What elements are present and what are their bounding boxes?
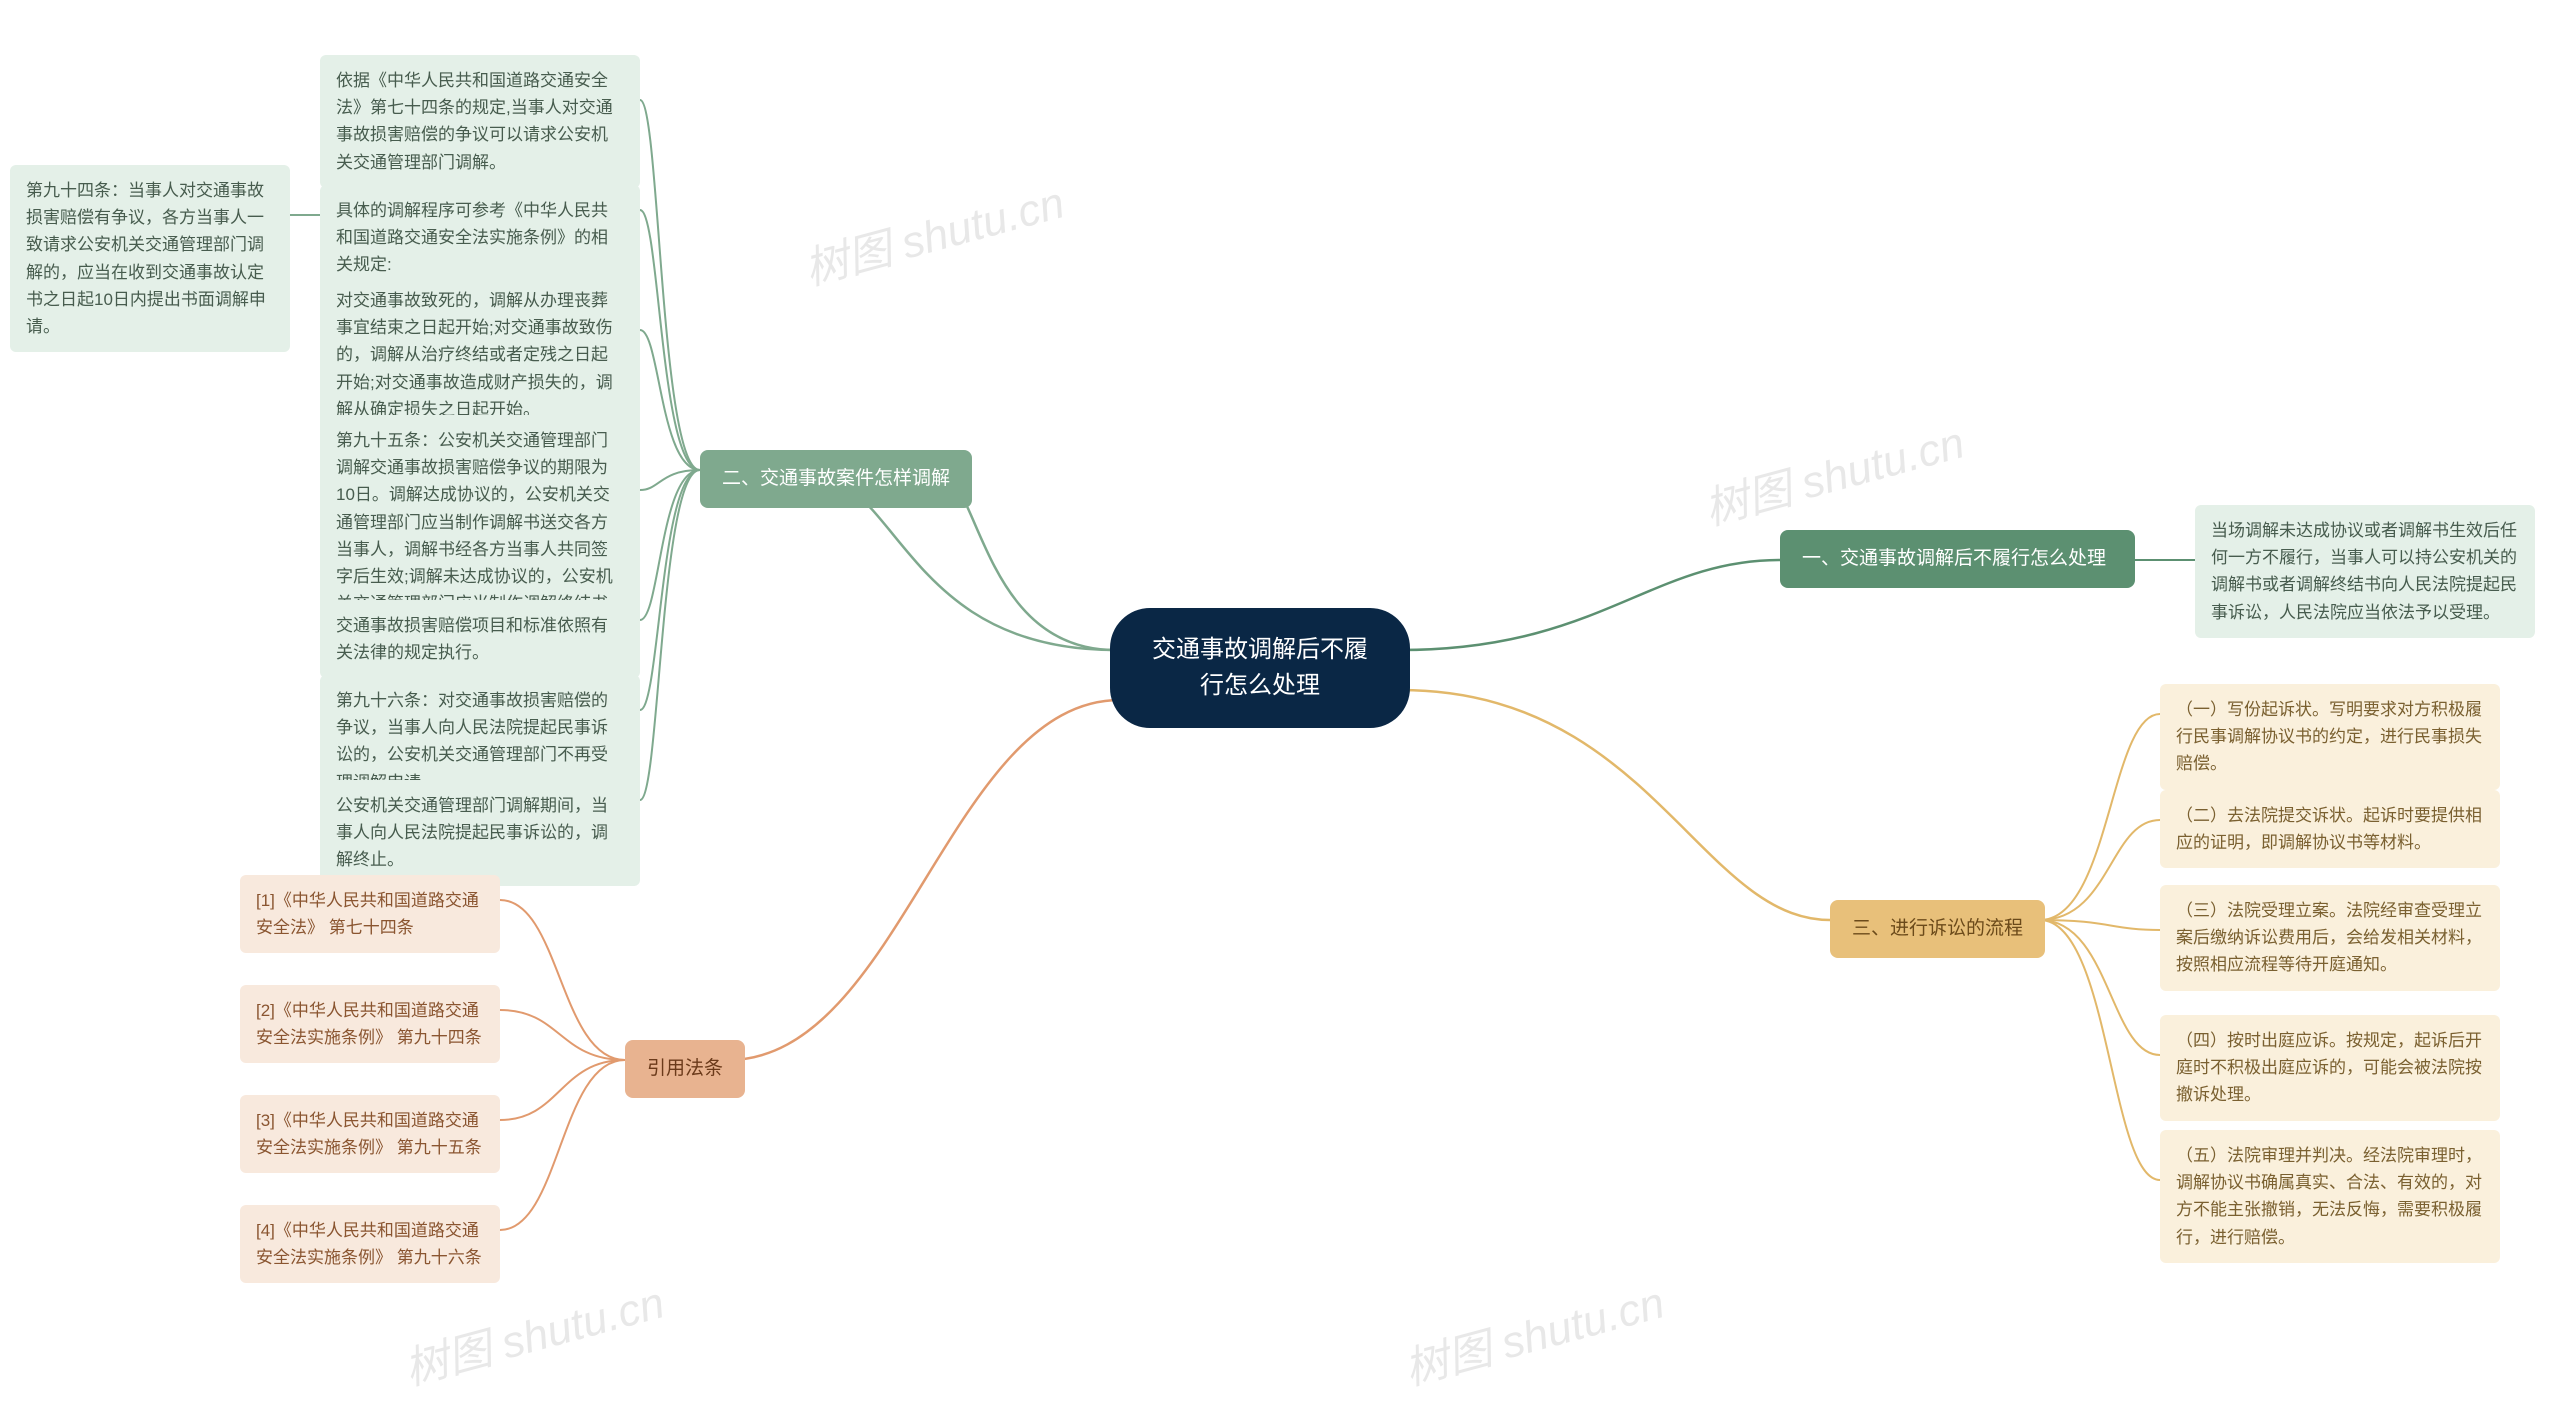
watermark: 树图 shutu.cn [1696, 407, 1970, 538]
leaf-b4-4[interactable]: [4]《中华人民共和国道路交通安全法实施条例》 第九十六条 [240, 1205, 500, 1283]
leaf-b3-3[interactable]: （三）法院受理立案。法院经审查受理立案后缴纳诉讼费用后，会给发相关材料，按照相应… [2160, 885, 2500, 991]
leaf-b4-1[interactable]: [1]《中华人民共和国道路交通安全法》 第七十四条 [240, 875, 500, 953]
branch-4[interactable]: 引用法条 [625, 1040, 745, 1098]
branch-3[interactable]: 三、进行诉讼的流程 [1830, 900, 2045, 958]
leaf-b3-5[interactable]: （五）法院审理并判决。经法院审理时，调解协议书确属真实、合法、有效的，对方不能主… [2160, 1130, 2500, 1263]
root-node[interactable]: 交通事故调解后不履行怎么处理 [1110, 608, 1410, 728]
watermark: 树图 shutu.cn [396, 1267, 670, 1398]
leaf-b4-2[interactable]: [2]《中华人民共和国道路交通安全法实施条例》 第九十四条 [240, 985, 500, 1063]
leaf-b2-3[interactable]: 对交通事故致死的，调解从办理丧葬事宜结束之日起开始;对交通事故致伤的，调解从治疗… [320, 275, 640, 435]
leaf-b2-1[interactable]: 依据《中华人民共和国道路交通安全法》第七十四条的规定,当事人对交通事故损害赔偿的… [320, 55, 640, 188]
watermark: 树图 shutu.cn [796, 167, 1070, 298]
leaf-b2-7[interactable]: 公安机关交通管理部门调解期间，当事人向人民法院提起民事诉讼的，调解终止。 [320, 780, 640, 886]
leaf-b2-5[interactable]: 交通事故损害赔偿项目和标准依照有关法律的规定执行。 [320, 600, 640, 678]
leaf-b4-3[interactable]: [3]《中华人民共和国道路交通安全法实施条例》 第九十五条 [240, 1095, 500, 1173]
branch-1[interactable]: 一、交通事故调解后不履行怎么处理 [1780, 530, 2135, 588]
leaf-b1-1[interactable]: 当场调解未达成协议或者调解书生效后任何一方不履行，当事人可以持公安机关的调解书或… [2195, 505, 2535, 638]
branch-2[interactable]: 二、交通事故案件怎样调解 [700, 450, 972, 508]
leaf-b3-1[interactable]: （一）写份起诉状。写明要求对方积极履行民事调解协议书的约定，进行民事损失赔偿。 [2160, 684, 2500, 790]
leaf-b3-4[interactable]: （四）按时出庭应诉。按规定，起诉后开庭时不积极出庭应诉的，可能会被法院按撤诉处理… [2160, 1015, 2500, 1121]
watermark: 树图 shutu.cn [1396, 1267, 1670, 1398]
leaf-b2-2-sub[interactable]: 第九十四条：当事人对交通事故损害赔偿有争议，各方当事人一致请求公安机关交通管理部… [10, 165, 290, 352]
leaf-b3-2[interactable]: （二）去法院提交诉状。起诉时要提供相应的证明，即调解协议书等材料。 [2160, 790, 2500, 868]
